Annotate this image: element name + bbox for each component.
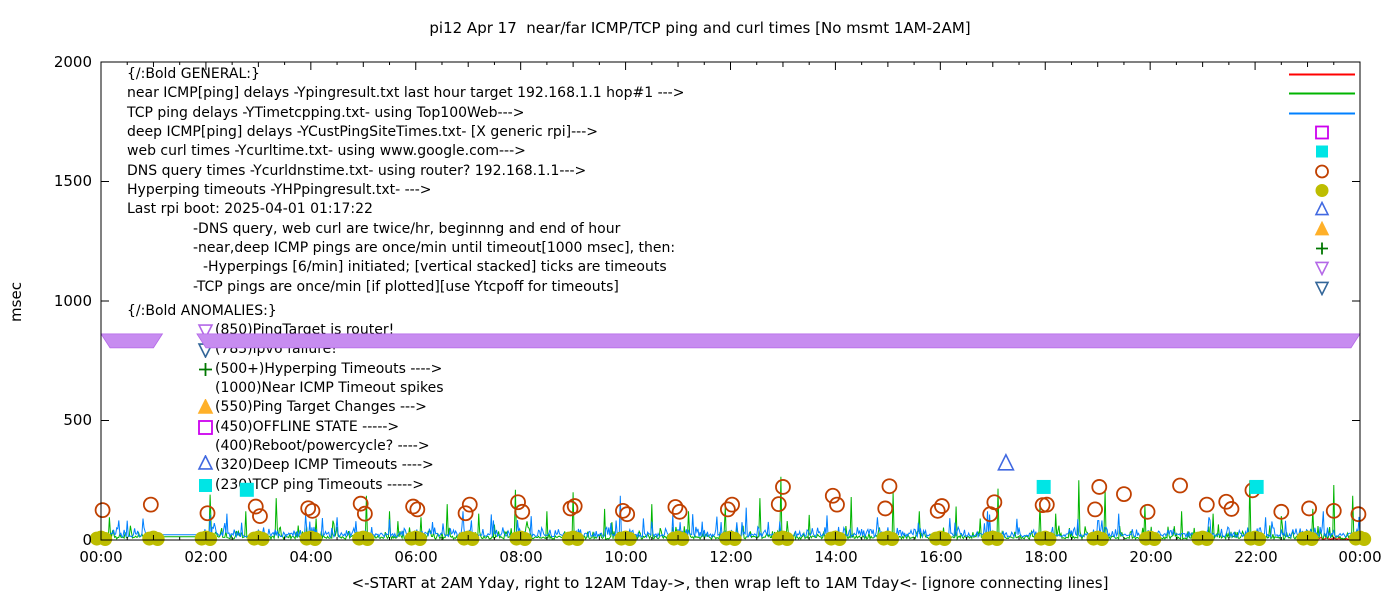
anomaly-label: (550)Ping Target Changes ---> [215, 399, 427, 415]
offline-state-icon [198, 420, 213, 435]
x-tick-label: 22:00 [1234, 548, 1278, 566]
x-tick-label: 16:00 [919, 548, 963, 566]
hyperping-timeout-icon [199, 363, 212, 376]
blue-line-key-icon [1289, 112, 1355, 115]
page-title: pi12 Apr 17 near/far ICMP/TCP ping and c… [429, 19, 971, 37]
deep-icmp-timeout-icon [197, 455, 214, 470]
general-line: {/:Bold GENERAL:} [127, 66, 260, 82]
filled-circle-key-icon [1315, 184, 1329, 197]
general-line: Last rpi boot: 2025-04-01 01:17:22 [127, 201, 373, 217]
general-line: Hyperping timeouts -YHPpingresult.txt- -… [127, 182, 432, 198]
x-tick-label: 04:00 [289, 548, 333, 566]
general-line: -TCP pings are once/min [if plotted][use… [193, 279, 619, 295]
general-line: DNS query times -Ycurldnstime.txt- using… [127, 163, 587, 179]
tcp-ping-timeout-icon [199, 479, 212, 492]
anomaly-label: (320)Deep ICMP Timeouts ----> [215, 457, 434, 473]
y-tick-label: 2000 [53, 53, 92, 71]
anomaly-label: (450)OFFLINE STATE -----> [215, 419, 400, 435]
anomaly-label: (230)TCP ping Timeouts -----> [215, 477, 424, 493]
anomaly-label: (1000)Near ICMP Timeout spikes [215, 380, 444, 396]
ping-target-change-icon [197, 399, 214, 414]
general-line: deep ICMP[ping] delays -YCustPingSiteTim… [127, 124, 598, 140]
blue-down-triangle-key-icon [1314, 281, 1330, 296]
general-line: TCP ping delays -YTimetcpping.txt- using… [127, 105, 525, 121]
pingtarget-router-icon [197, 324, 214, 339]
open-square-key-icon [1315, 125, 1329, 140]
general-line: near ICMP[ping] delays -Ypingresult.txt … [127, 85, 685, 101]
x-tick-label: 00:00 [79, 548, 123, 566]
anomaly-label: (500+)Hyperping Timeouts ----> [215, 361, 443, 377]
x-tick-label: 20:00 [1129, 548, 1173, 566]
x-tick-label: 02:00 [184, 548, 228, 566]
open-circle-key-icon [1315, 164, 1329, 179]
y-axis-label: msec [7, 282, 25, 322]
open-triangle-key-icon [1314, 201, 1330, 216]
red-line-key-icon [1289, 73, 1355, 76]
x-tick-label: 14:00 [814, 548, 858, 566]
y-tick-label: 0 [82, 531, 92, 549]
y-tick-label: 500 [63, 411, 92, 429]
x-tick-label: 00:00 [1338, 548, 1382, 566]
y-tick-label: 1500 [53, 172, 92, 190]
anomaly-label: (850)PingTarget is router! [215, 322, 395, 338]
anomaly-label: (400)Reboot/powercycle? ----> [215, 438, 430, 454]
x-tick-label: 10:00 [604, 548, 648, 566]
general-line: -Hyperpings [6/min] initiated; [vertical… [203, 259, 667, 275]
x-tick-label: 08:00 [499, 548, 543, 566]
y-tick-label: 1000 [53, 292, 92, 310]
x-tick-label: 18:00 [1024, 548, 1068, 566]
x-tick-label: 12:00 [709, 548, 753, 566]
anomaly-label: (785)ipv6 failure! [215, 341, 337, 357]
anomalies-title: {/:Bold ANOMALIES:} [127, 303, 277, 319]
general-line: -near,deep ICMP pings are once/min until… [193, 240, 676, 256]
general-line: web curl times -Ycurltime.txt- using www… [127, 143, 526, 159]
violet-down-triangle-key-icon [1314, 261, 1330, 276]
plus-key-icon [1316, 242, 1328, 255]
ipv6-failure-icon [197, 343, 214, 358]
general-line: -DNS query, web curl are twice/hr, begin… [193, 221, 621, 237]
filled-triangle-key-icon [1314, 221, 1330, 236]
x-axis-label: <-START at 2AM Yday, right to 12AM Tday-… [351, 574, 1109, 592]
x-tick-label: 06:00 [394, 548, 438, 566]
green-line-key-icon [1289, 92, 1355, 95]
filled-square-key-icon [1316, 145, 1328, 158]
